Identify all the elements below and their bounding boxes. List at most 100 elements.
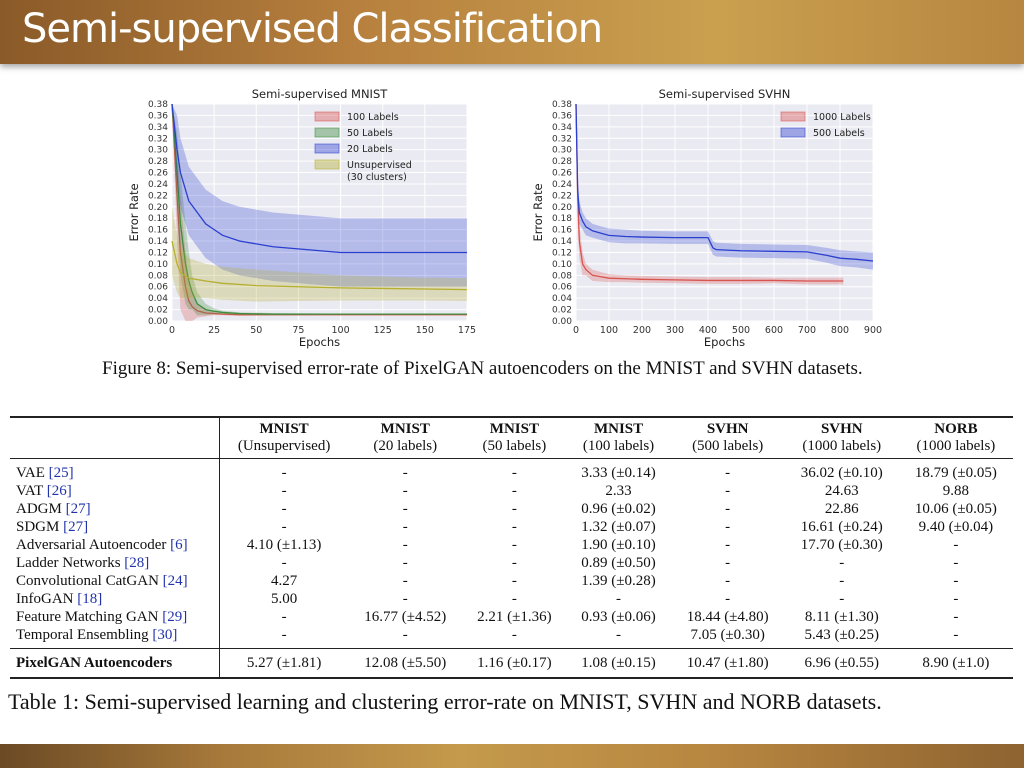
- table-cell: -: [511, 465, 517, 481]
- svhn-chart-svg: 0.000.02 0.040.06 0.080.10 0.120.140.16 0.18…: [531, 87, 882, 349]
- table-cell: 0.96 (±0.02): [581, 501, 656, 517]
- svhn-ytick-label: 0.20: [552, 203, 572, 213]
- column-header-name: MNIST: [259, 421, 309, 437]
- svhn-xtick-label: 900: [864, 325, 882, 336]
- mnist-xtick-label: 150: [416, 325, 434, 336]
- method-label: Convolutional CatGAN: [16, 573, 163, 589]
- mnist-ytick-label: 0.14: [148, 237, 168, 247]
- column-header: SVHN (1000 labels): [785, 417, 899, 459]
- table-cell: 10.47 (±1.80): [686, 655, 769, 671]
- table-cell: 1.39 (±0.28): [581, 573, 656, 589]
- table-cell: 17.70 (±0.30): [800, 537, 883, 553]
- table-cell: -: [511, 573, 517, 589]
- table-cell: -: [511, 537, 517, 553]
- mnist-legend-label: 100 Labels: [347, 112, 399, 123]
- table-cell: -: [953, 555, 959, 571]
- mnist-xtick-label: 100: [332, 325, 350, 336]
- citation-ref: [27]: [65, 501, 91, 517]
- method-label: Adversarial Autoencoder: [16, 537, 171, 553]
- table-cell: 0.93 (±0.06): [581, 609, 656, 625]
- mnist-ytick-label: 0.36: [148, 111, 168, 121]
- table-cell: 1.08 (±0.15): [581, 655, 656, 671]
- slide-title-bar: Semi-supervised Classification: [0, 0, 1024, 64]
- table-cell: -: [725, 591, 731, 607]
- svhn-ytick-label: 0.30: [552, 146, 572, 156]
- svhn-ytick-label: 0.08: [552, 271, 572, 281]
- mnist-ytick-label: 0.04: [148, 294, 168, 304]
- svhn-ytick-label: 0.22: [552, 191, 572, 201]
- method-label: ADGM: [16, 501, 66, 517]
- method-header: [10, 417, 220, 459]
- svhn-chart: 0.00 0.02 0.04 0.06 0.08 0.10 0.12 0.14 0.16 0.18…: [528, 84, 890, 354]
- svhn-series-line: [575, 103, 844, 282]
- citation-ref: [30]: [152, 627, 178, 643]
- mnist-x-axis-label: Epochs: [299, 335, 340, 349]
- table-cell: 6.96 (±0.55): [804, 655, 880, 671]
- mnist-ytick-label: 0.08: [148, 271, 168, 281]
- mnist-legend-swatch: [314, 111, 340, 122]
- method-name: Convolutional CatGAN [24]: [10, 572, 220, 590]
- svhn-xtick-label: 600: [765, 325, 783, 336]
- table-row: Adversarial Autoencoder [6] 4.10 (±1.13) -…: [10, 536, 1013, 554]
- table-cell: -: [725, 573, 731, 589]
- table-cell: -: [219, 554, 349, 572]
- mnist-ytick-label: 0.26: [148, 169, 168, 179]
- table-cell: 4.27: [219, 572, 349, 590]
- table-cell: -: [511, 519, 517, 535]
- column-header-name: MNIST: [489, 421, 539, 437]
- mnist-legend-label: 20 Labels: [347, 144, 393, 155]
- mnist-xtick-label: 25: [208, 325, 220, 336]
- svhn-ytick-label: 0.14: [552, 237, 572, 247]
- svhn-xtick-label: 200: [633, 325, 651, 336]
- table-cell: -: [725, 483, 731, 499]
- svhn-xtick-label: 0: [573, 325, 579, 336]
- table-cell: 1.16 (±0.17): [477, 655, 552, 671]
- method-label: Ladder Networks: [16, 555, 125, 571]
- column-header-name: MNIST: [380, 421, 430, 437]
- table-cell: -: [402, 627, 408, 643]
- table-cell: 5.00: [219, 590, 349, 608]
- svhn-x-axis-label: Epochs: [704, 335, 745, 349]
- method-label: Feature Matching GAN: [16, 609, 163, 625]
- svhn-ytick-label: 0.18: [552, 214, 572, 224]
- mnist-legend-swatch: [314, 143, 340, 154]
- citation-ref: [25]: [48, 465, 74, 481]
- table-cell: 18.44 (±4.80): [686, 609, 769, 625]
- method-name: Ladder Networks [28]: [10, 554, 220, 572]
- mnist-chart-svg: 0.000.02 0.040.06 0.080.10 0.120.140.16 0.18…: [127, 87, 476, 349]
- results-table: MNIST (Unsupervised) MNIST (20 labels) MNIST…: [10, 416, 1013, 679]
- column-header-name: MNIST: [593, 421, 644, 437]
- citation-ref: [29]: [162, 609, 188, 625]
- table-cell: 8.90 (±1.0): [922, 655, 990, 671]
- svhn-ytick-label: 0.04: [552, 294, 572, 304]
- table-cell: -: [725, 519, 731, 535]
- svhn-plot-area: [576, 104, 873, 321]
- table-cell: -: [219, 518, 349, 536]
- mnist-legend-swatch: [314, 127, 340, 138]
- svhn-title: Semi-supervised SVHN: [659, 87, 791, 101]
- mnist-legend-swatch: [314, 159, 340, 170]
- table-cell: -: [616, 591, 622, 607]
- table-row-ours: PixelGAN Autoencoders 5.27 (±1.81) 12.08 (…: [10, 648, 1013, 678]
- table-cell: -: [839, 591, 845, 607]
- svhn-xtick-label: 400: [699, 325, 717, 336]
- table-cell: -: [219, 458, 349, 482]
- method-name: Feature Matching GAN [29]: [10, 608, 220, 626]
- table-cell: -: [402, 573, 408, 589]
- method-label: VAE: [16, 465, 49, 481]
- table-cell: 2.33: [605, 483, 632, 499]
- table-cell: 5.27 (±1.81): [219, 648, 349, 678]
- table-cell: -: [953, 537, 959, 553]
- table-cell: -: [511, 501, 517, 517]
- svhn-legend-swatch: [780, 111, 806, 122]
- mnist-y-axis-label: Error Rate: [127, 183, 141, 241]
- svhn-ytick-label: 0.32: [552, 134, 572, 144]
- table-cell: -: [953, 573, 959, 589]
- mnist-series-line: [171, 103, 467, 315]
- svhn-series-line: [575, 103, 874, 262]
- mnist-series-line: [171, 103, 467, 316]
- citation-ref: [27]: [63, 519, 89, 535]
- table-cell: 16.61 (±0.24): [800, 519, 883, 535]
- table-row: Convolutional CatGAN [24] 4.27 - - 1.39 (±0.…: [10, 572, 1013, 590]
- citation-ref: [28]: [124, 555, 150, 571]
